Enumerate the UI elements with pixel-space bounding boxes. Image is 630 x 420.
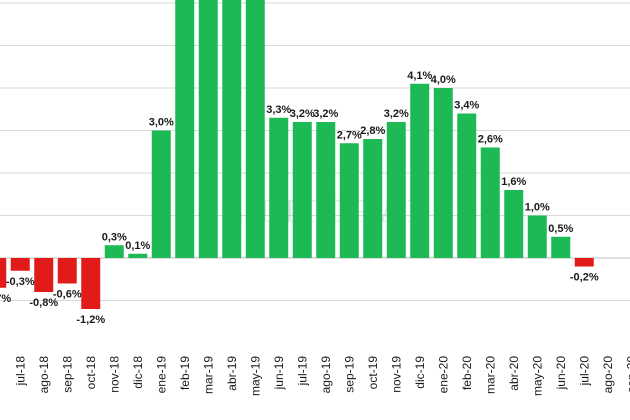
data-label: 3,2% xyxy=(384,108,409,120)
bar-sep-18 xyxy=(34,258,54,292)
tick-label: jul-19 xyxy=(295,356,309,387)
tick-label: sep-19 xyxy=(342,356,356,393)
tick-label: jul-18 xyxy=(13,356,27,387)
data-label: -0,6% xyxy=(53,289,82,301)
bar-sep-19 xyxy=(316,122,336,258)
bar-jul-18 xyxy=(0,258,7,288)
bar-nov-19 xyxy=(363,139,383,258)
bar-oct-18 xyxy=(57,258,77,284)
data-label: -1,2% xyxy=(76,314,105,326)
tick-label: ene-20 xyxy=(436,356,450,394)
bars xyxy=(0,0,594,309)
data-label: 3,4% xyxy=(454,100,479,112)
tick-label: dic-18 xyxy=(131,356,145,389)
data-label: 2,6% xyxy=(478,134,503,146)
tick-label: abr-20 xyxy=(507,356,521,391)
tick-label: sep-20 xyxy=(624,356,630,393)
data-label: 0,3% xyxy=(102,231,127,243)
tick-label: nov-18 xyxy=(107,356,121,393)
tick-label: feb-19 xyxy=(178,356,192,390)
bar-may-19 xyxy=(222,0,242,258)
tick-label: mar-20 xyxy=(483,356,497,394)
bar-feb-19 xyxy=(151,130,171,258)
data-label: 2,8% xyxy=(360,125,385,137)
tick-label: nov-19 xyxy=(389,356,403,393)
tick-label: dic-19 xyxy=(413,356,427,389)
tick-label: ene-19 xyxy=(154,356,168,394)
tick-label: jun-20 xyxy=(554,356,568,391)
x-tick-labels: jul-18 ago-18 sep-18 oct-18 nov-18 dic-18 ene-… xyxy=(13,356,630,396)
bar-dic-18 xyxy=(104,245,124,258)
data-label: 0,5% xyxy=(548,223,573,235)
data-label: 3,0% xyxy=(149,117,174,129)
bar-abr-19 xyxy=(198,0,218,258)
bar-nov-18 xyxy=(81,258,101,309)
tick-label: sep-18 xyxy=(60,356,74,393)
bar-ago-20 xyxy=(574,258,594,267)
bar-jul-20 xyxy=(551,236,571,258)
tick-label: may-20 xyxy=(530,356,544,396)
data-label: 2,7% xyxy=(337,129,362,141)
data-label: 4,1% xyxy=(407,70,432,82)
bar-mar-19 xyxy=(175,0,195,258)
bar-may-20 xyxy=(504,190,524,258)
data-labels: -0,7% -0,3% -0,8%-0,6% -1,2% 0,3%0,1% 3,0% 3,3… xyxy=(0,70,599,326)
tick-label: ago-20 xyxy=(601,356,615,394)
bar-ago-19 xyxy=(292,122,312,258)
bar-feb-20 xyxy=(433,88,453,258)
bar-mar-20 xyxy=(457,113,477,258)
data-label: -0,3% xyxy=(6,276,35,288)
data-label: 1,6% xyxy=(501,176,526,188)
bar-ene-19 xyxy=(128,253,148,258)
tick-label: jul-20 xyxy=(577,356,591,387)
data-label: 1,0% xyxy=(525,202,550,214)
bar-ago-18 xyxy=(10,258,30,271)
tick-label: mar-19 xyxy=(201,356,215,394)
data-label: -0,7% xyxy=(0,293,11,305)
bar-ene-20 xyxy=(410,83,430,258)
data-label: 3,2% xyxy=(290,108,315,120)
bar-abr-20 xyxy=(480,147,500,258)
tick-label: ago-19 xyxy=(319,356,333,394)
tick-label: may-19 xyxy=(248,356,262,396)
data-label: 4,0% xyxy=(431,74,456,86)
bar-jun-20 xyxy=(527,215,547,258)
data-label: -0,8% xyxy=(29,297,58,309)
bar-oct-19 xyxy=(339,143,359,258)
data-label: -0,2% xyxy=(570,272,599,284)
bar-jul-19 xyxy=(269,117,289,258)
bar-jun-19 xyxy=(245,0,265,258)
tick-label: oct-19 xyxy=(366,356,380,390)
tick-label: ago-18 xyxy=(37,356,51,394)
tick-label: oct-18 xyxy=(84,356,98,390)
data-label: 3,2% xyxy=(313,108,338,120)
tick-label: feb-20 xyxy=(460,356,474,390)
data-label: 3,3% xyxy=(266,104,291,116)
bar-dic-19 xyxy=(386,122,406,258)
tick-label: abr-19 xyxy=(225,356,239,391)
tick-label: jun-19 xyxy=(272,356,286,391)
data-label: 0,1% xyxy=(125,240,150,252)
